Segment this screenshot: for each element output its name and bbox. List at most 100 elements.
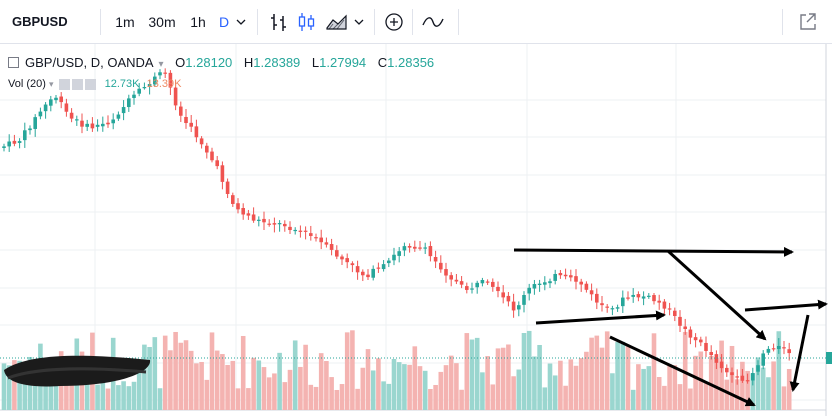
area-style-button[interactable] <box>324 10 350 34</box>
bar-style-button[interactable] <box>268 10 290 34</box>
volume-up-value: 12.73K <box>104 78 140 90</box>
top-toolbar: GBPUSD 1m 30m 1h D <box>0 0 832 44</box>
volume-bar <box>220 354 225 410</box>
remove-icon[interactable] <box>84 78 96 90</box>
candle-body <box>496 286 500 292</box>
candle-body <box>43 104 48 112</box>
volume-bar <box>563 385 568 410</box>
volume-bar <box>64 363 69 410</box>
candle-body <box>199 138 204 145</box>
volume-bar <box>506 344 511 410</box>
volume-bar <box>142 344 147 410</box>
collapse-legend-icon[interactable] <box>8 57 19 69</box>
price-chart[interactable] <box>0 44 832 416</box>
chart-style-dropdown[interactable] <box>354 10 368 34</box>
volume-bar <box>542 387 548 410</box>
volume-bar <box>454 363 459 410</box>
volume-bar <box>251 357 256 410</box>
volume-bar <box>48 365 54 410</box>
interval-1m[interactable]: 1m <box>115 14 135 30</box>
candle-body <box>657 300 661 303</box>
interval-d[interactable]: D <box>218 14 230 30</box>
volume-bar <box>183 340 189 410</box>
candle-body <box>610 308 615 310</box>
volume-bar <box>490 384 496 410</box>
candle-body <box>584 283 589 290</box>
candle-body <box>64 103 69 112</box>
candle-body <box>439 262 443 270</box>
candle-body <box>288 226 292 231</box>
candle-body <box>168 72 173 88</box>
candle-body <box>413 246 417 249</box>
volume-bar <box>246 388 251 410</box>
volume-dropdown-icon[interactable]: ▾ <box>48 79 54 89</box>
volume-bar <box>6 365 12 410</box>
fullscreen-button[interactable] <box>796 10 820 34</box>
volume-bar <box>719 340 724 410</box>
volume-bar <box>152 337 158 410</box>
toolbar-divider <box>412 9 413 35</box>
volume-bar <box>646 366 652 410</box>
volume-bar <box>17 360 22 410</box>
candle-body <box>771 348 776 350</box>
candle-body <box>730 372 734 376</box>
symbol-title-dropdown-icon[interactable]: ▾ <box>158 59 164 70</box>
interval-1h[interactable]: 1h <box>190 14 206 30</box>
candle-body <box>641 296 646 299</box>
volume-bar <box>724 379 730 410</box>
compare-button[interactable] <box>382 10 406 34</box>
volume-bar <box>12 360 17 410</box>
candle-body <box>246 213 251 216</box>
arrow-diagonal-down <box>666 249 767 341</box>
candle-body <box>506 295 511 302</box>
candle-body <box>491 281 495 287</box>
volume-bar <box>126 386 132 410</box>
low-label: L <box>311 55 320 70</box>
candle-body <box>647 295 651 297</box>
symbol-search-button[interactable]: GBPUSD <box>12 14 68 29</box>
visibility-icon[interactable] <box>58 78 70 90</box>
candle-body <box>38 111 43 117</box>
volume-bar <box>95 384 100 410</box>
candle-body <box>553 273 557 281</box>
volume-bar <box>750 373 756 410</box>
volume-bar <box>636 364 641 410</box>
volume-bar <box>781 386 787 410</box>
candle-body <box>2 146 6 148</box>
volume-bar <box>308 384 314 410</box>
volume-bar <box>469 339 475 410</box>
volume-bar <box>324 361 329 410</box>
volume-bar <box>173 331 178 410</box>
candle-body <box>350 263 355 266</box>
candle-body <box>329 244 334 250</box>
candle-body <box>220 165 225 182</box>
candle-body <box>147 84 152 87</box>
drawing-arrows[interactable] <box>513 246 828 407</box>
settings-icon[interactable] <box>71 78 83 90</box>
volume-bar <box>526 330 532 410</box>
volume-bar <box>688 388 693 410</box>
candle-body <box>54 97 58 101</box>
candle-body <box>23 130 27 141</box>
candle-body <box>366 274 370 278</box>
candle-body <box>345 258 349 263</box>
interval-30m[interactable]: 30m <box>148 14 176 30</box>
candle-body <box>106 122 110 125</box>
redaction-mark <box>4 355 151 387</box>
volume-bar <box>516 369 522 410</box>
candle-body <box>267 223 271 225</box>
candle-body <box>283 223 287 227</box>
volume-bar <box>448 355 454 410</box>
interval-dropdown[interactable] <box>234 10 248 34</box>
volume-bar <box>766 377 771 410</box>
volume-bar <box>303 344 308 410</box>
candle-style-button[interactable] <box>296 10 318 34</box>
volume-bar <box>292 340 298 410</box>
candle-body <box>787 349 791 354</box>
candle-body <box>433 257 438 262</box>
volume-bar <box>240 335 246 410</box>
candle-body <box>231 195 235 204</box>
volume-bar <box>313 386 319 410</box>
arrow-lower-diagonal <box>609 335 756 407</box>
indicators-button[interactable] <box>420 10 446 34</box>
